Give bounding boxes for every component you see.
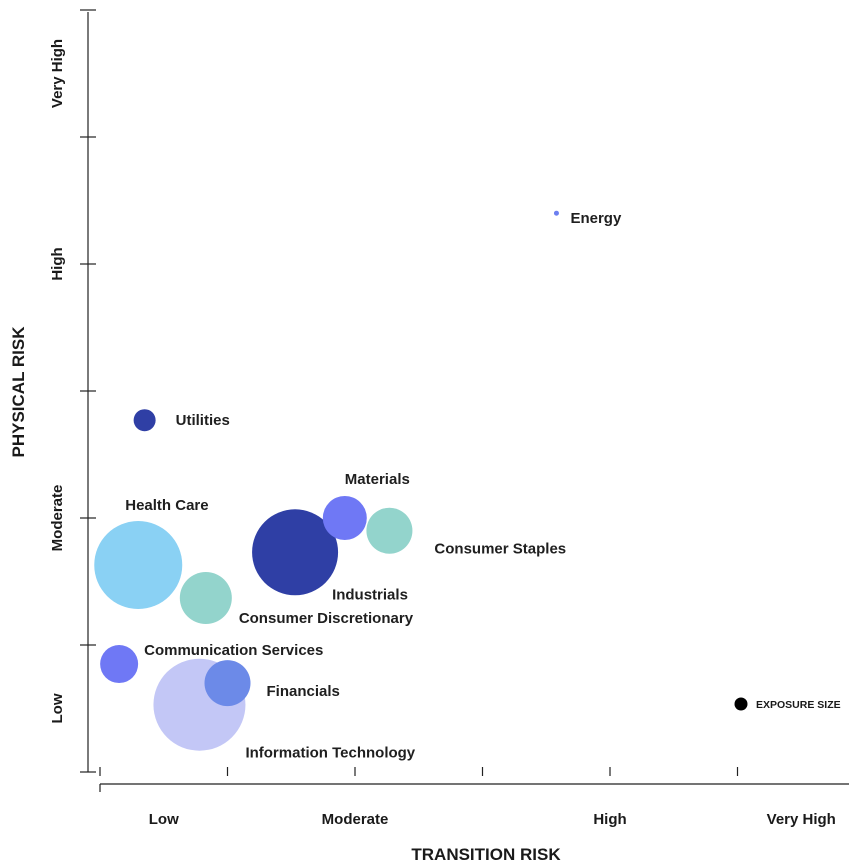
x-axis-ticks: [99, 767, 739, 792]
bubble-utilities: [133, 409, 156, 432]
x-axis-category-labels: Low Moderate High Very High: [149, 811, 836, 828]
y-axis-category-labels: Low Moderate High Very High: [49, 39, 66, 724]
x-category-label-0: Low: [149, 811, 179, 828]
y-axis: Low Moderate High Very High PHYSICAL RISK: [9, 9, 96, 773]
label-information-technology: Information Technology: [245, 745, 415, 762]
y-category-label-1: Moderate: [49, 485, 66, 552]
label-consumer-staples: Consumer Staples: [434, 541, 566, 558]
bubble-financials: [204, 660, 251, 707]
bubble-consumer-discretionary: [179, 572, 232, 625]
label-materials: Materials: [345, 471, 410, 488]
bubble-energy: [553, 210, 559, 216]
bubble-health-care: [94, 520, 183, 609]
y-category-label-3: Very High: [49, 39, 66, 108]
bubble-labels: Energy Utilities Materials Consumer Staples…: [125, 210, 622, 761]
bubble-industrials: [252, 509, 339, 596]
y-category-label-2: High: [49, 247, 66, 280]
y-axis-title: PHYSICAL RISK: [9, 326, 28, 458]
label-health-care: Health Care: [125, 497, 208, 514]
x-axis-title: TRANSITION RISK: [411, 845, 561, 864]
label-industrials: Industrials: [332, 586, 408, 603]
x-axis: Low Moderate High Very High TRANSITION RISK: [99, 767, 849, 864]
bubble-consumer-staples: [366, 507, 413, 554]
bubble-materials: [322, 496, 367, 540]
x-category-label-2: High: [593, 811, 626, 828]
legend: EXPOSURE SIZE: [734, 697, 841, 711]
bubble-communication-services: [100, 645, 139, 684]
x-category-label-1: Moderate: [322, 811, 389, 828]
x-category-label-3: Very High: [767, 811, 836, 828]
legend-marker: [734, 697, 748, 711]
label-communication-services: Communication Services: [144, 642, 323, 659]
y-category-label-0: Low: [49, 693, 66, 723]
label-utilities: Utilities: [176, 412, 230, 429]
label-financials: Financials: [267, 683, 340, 700]
legend-label: EXPOSURE SIZE: [756, 699, 841, 711]
label-consumer-discretionary: Consumer Discretionary: [239, 610, 414, 627]
label-energy: Energy: [570, 210, 622, 227]
bubble-series: [94, 210, 559, 751]
y-axis-ticks: [80, 9, 96, 773]
